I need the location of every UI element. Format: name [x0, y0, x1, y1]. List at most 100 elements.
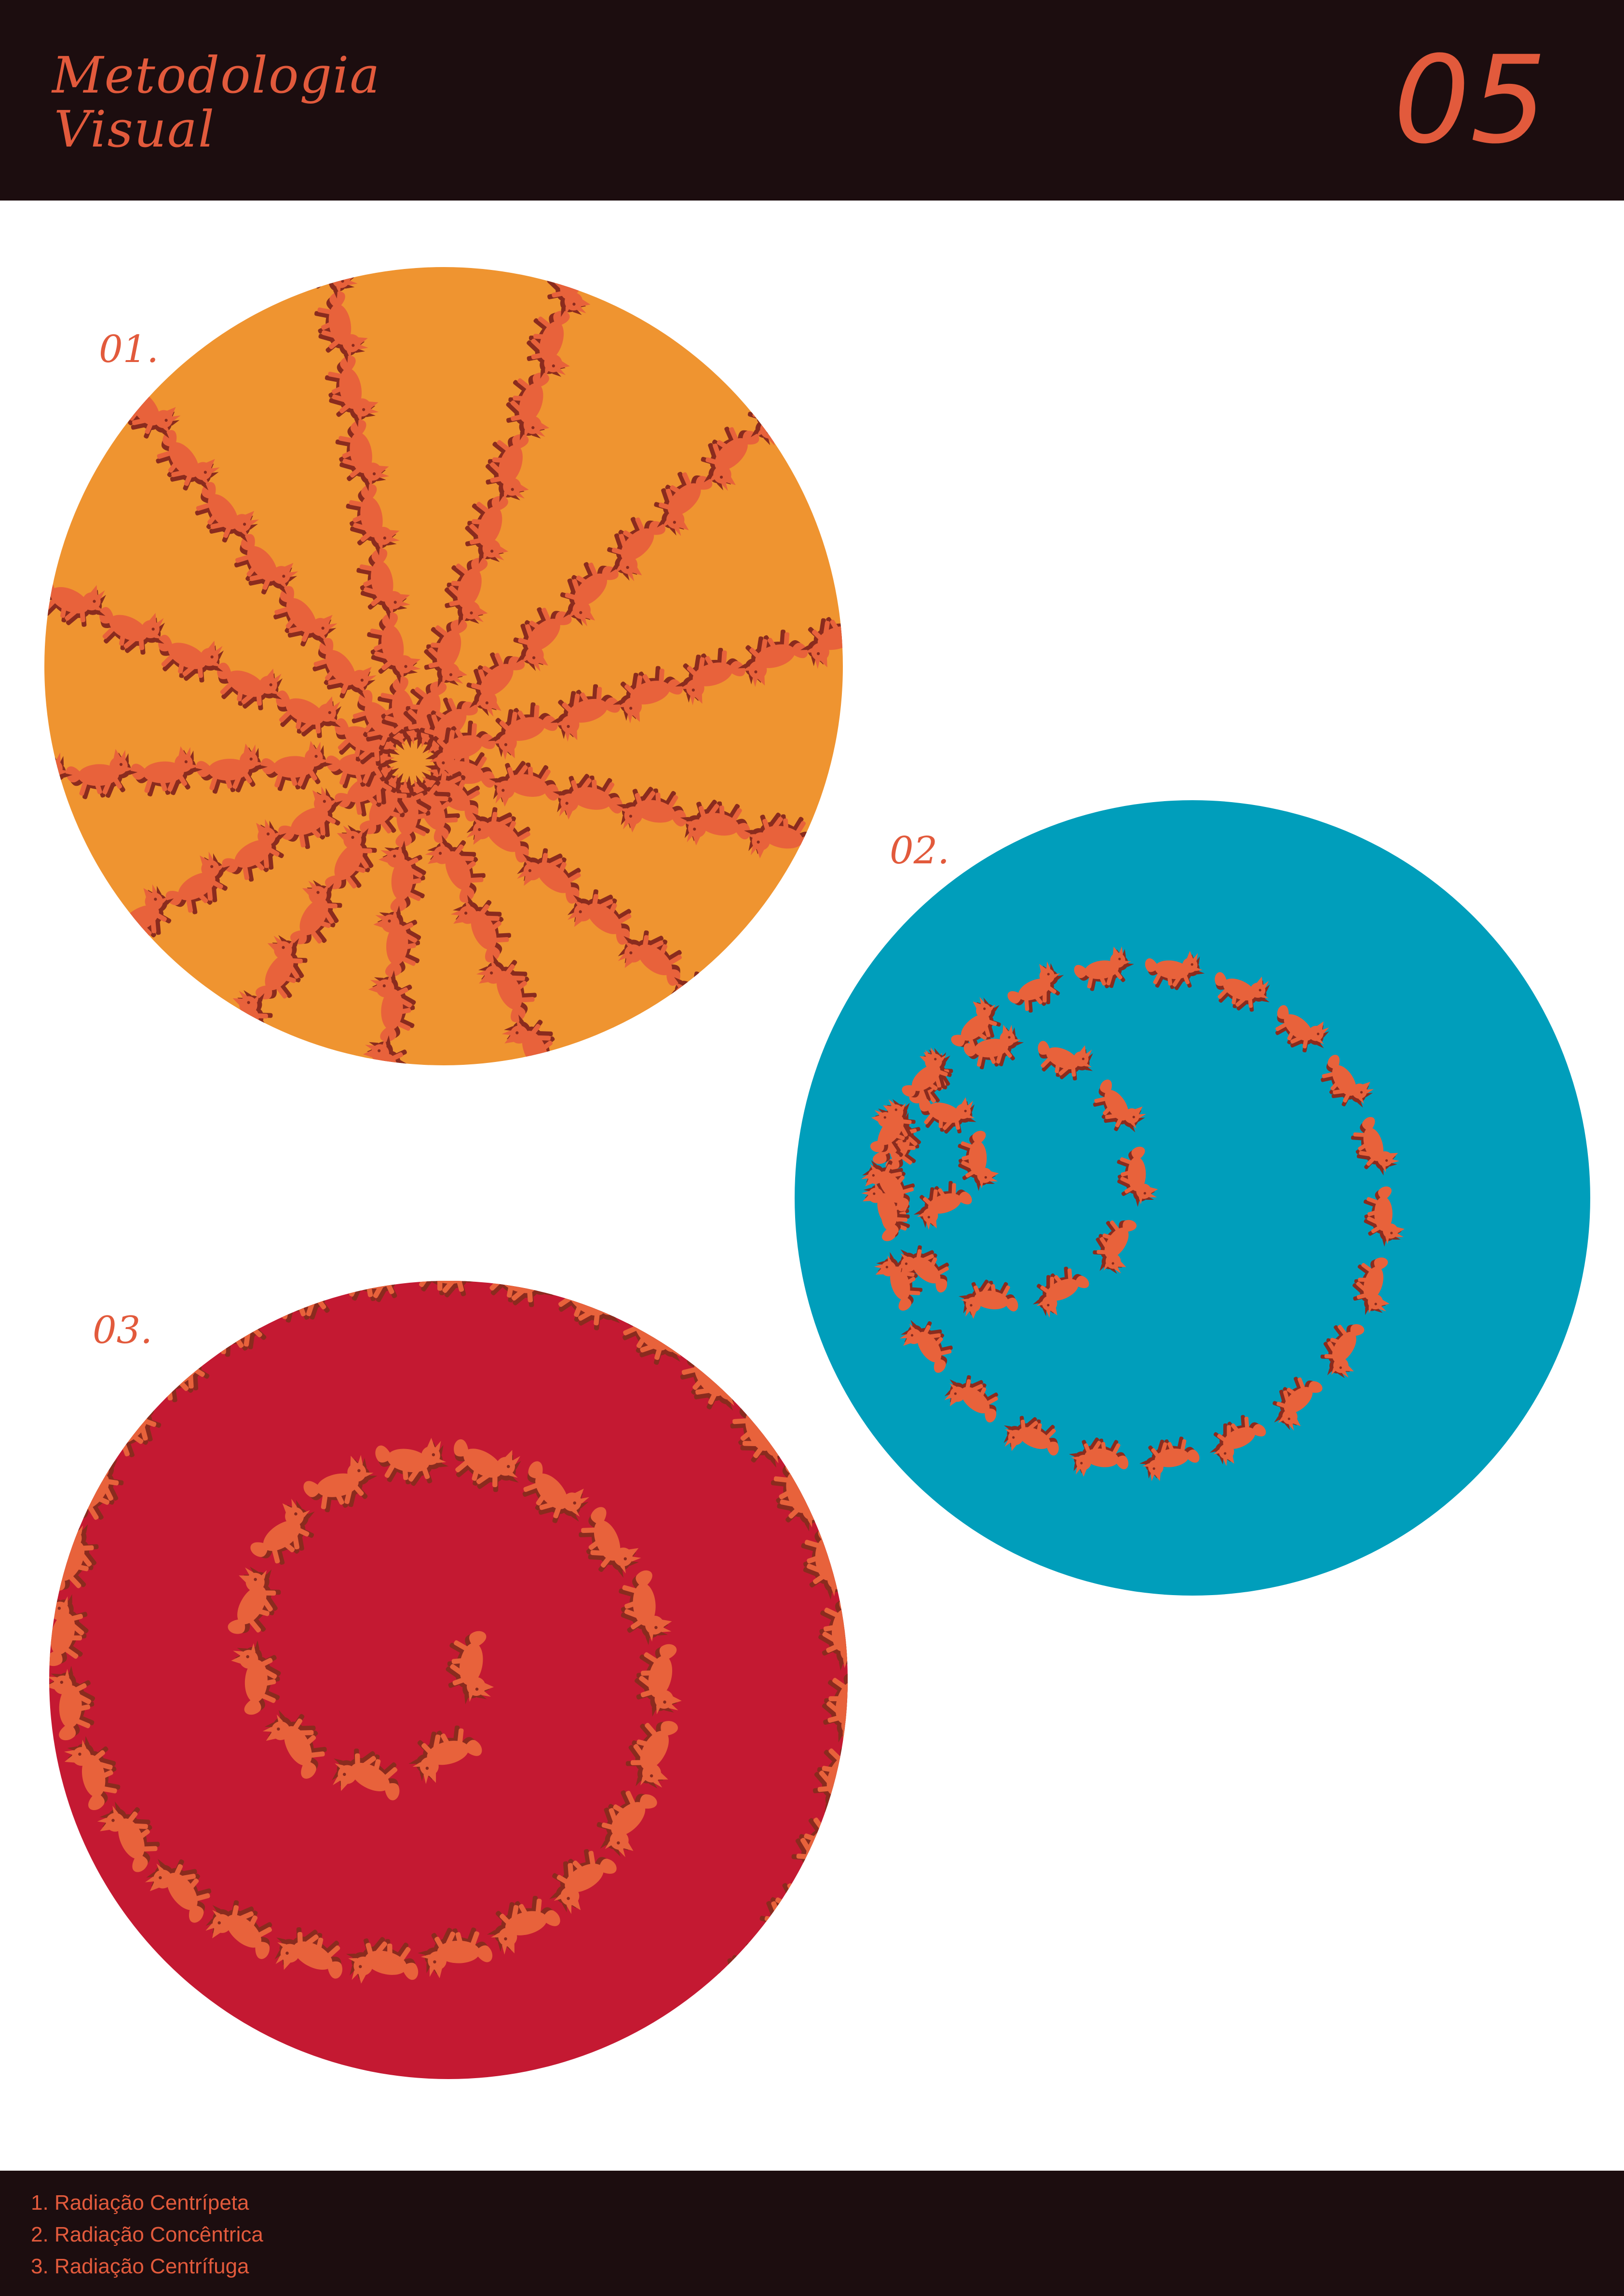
fox-icon [346, 484, 400, 556]
fox-icon [701, 427, 759, 491]
fox-icon [256, 935, 308, 1000]
fox-icon [465, 496, 509, 564]
fox-icon [616, 787, 687, 833]
fox-icon [131, 746, 203, 797]
fox-icon [874, 1252, 923, 1311]
fox-icon [1074, 946, 1134, 991]
fox-icon [487, 1895, 560, 1955]
caption-item-1: 1. Radiação Centrípeta [31, 2191, 249, 2215]
fox-icon [278, 786, 343, 849]
fox-icon [1069, 1437, 1129, 1477]
fox-icon [596, 1790, 657, 1857]
fox-icon [346, 1937, 419, 1984]
fox-icon [418, 1927, 493, 1978]
fox-icon [612, 666, 683, 724]
fox-icon [550, 684, 621, 742]
fox-icon [325, 356, 379, 427]
fox-icon [97, 1801, 160, 1872]
fox-icon [535, 2075, 619, 2079]
fox-icon [680, 799, 750, 846]
fox-icon [44, 267, 62, 282]
fox-icon [958, 1130, 999, 1191]
fox-icon [49, 1991, 68, 2047]
fox-icon [126, 2067, 176, 2079]
fox-icon [553, 774, 623, 820]
caption-item-2: 2. Radiação Concêntrica [31, 2223, 263, 2246]
fox-icon [196, 743, 268, 794]
fox-icon [919, 1097, 976, 1134]
fox-icon [1321, 1055, 1374, 1108]
fox-icon [454, 1439, 521, 1492]
fox-icon [560, 562, 619, 627]
fox-icon [527, 310, 570, 379]
fox-icon [262, 1710, 327, 1779]
fox-icon [450, 895, 511, 963]
fox-icon [800, 611, 843, 669]
fox-icon [228, 1567, 281, 1634]
fox-icon [517, 848, 581, 904]
figure-centripetal-circle [44, 267, 843, 1065]
fox-icon [808, 825, 843, 872]
fox-icon [66, 749, 138, 799]
fox-icon [1209, 1415, 1266, 1466]
fox-icon [841, 321, 843, 329]
fox-icon [1117, 1146, 1158, 1207]
fox-icon [522, 1461, 590, 1523]
fox-icon [53, 917, 118, 980]
fox-icon [425, 835, 486, 903]
fox-icon [549, 1849, 617, 1914]
fox-icon [145, 1859, 212, 1923]
fox-icon [44, 949, 61, 1000]
page-header: Metodologia Visual 05 [0, 0, 1624, 201]
fox-icon [738, 630, 808, 687]
fox-icon [899, 1320, 953, 1373]
fox-icon [1145, 951, 1205, 990]
page-footer: 1. Radiação Centrípeta 2. Radiação Concê… [0, 2171, 1624, 2296]
figure-label-01: 01. [99, 328, 159, 371]
fox-icon [675, 647, 745, 706]
fox-icon [795, 336, 843, 401]
fox-icon [273, 586, 338, 647]
fox-icon [861, 1160, 915, 1211]
page-number: 05 [1393, 30, 1547, 170]
figure-centrifugal-circle [49, 1281, 848, 2079]
fox-icon [870, 1099, 916, 1153]
fox-icon [1351, 1117, 1400, 1176]
fox-icon [1038, 1041, 1093, 1081]
fox-icon [744, 812, 814, 859]
fox-icon [1032, 1266, 1089, 1318]
fox-icon [579, 1507, 641, 1578]
fox-icon [373, 905, 421, 977]
brand-line-1: Metodologia [52, 46, 381, 105]
fox-icon [165, 851, 230, 914]
fox-icon [625, 1721, 678, 1789]
fox-icon [274, 1927, 342, 1979]
fox-icon [902, 1047, 952, 1101]
fox-icon [99, 607, 165, 655]
figure-label-03: 03. [93, 1309, 153, 1352]
fox-icon [234, 534, 298, 595]
fox-icon [913, 1181, 972, 1230]
fox-icon [619, 1570, 672, 1645]
fox-icon [959, 1279, 1018, 1319]
fox-icon [513, 607, 572, 672]
fox-icon [205, 1900, 272, 1959]
caption-list: 1. Radiação Centrípeta 2. Radiação Concê… [31, 2187, 263, 2283]
fox-icon [476, 954, 537, 1022]
fox-icon [618, 930, 682, 986]
brand-line-2: Visual [54, 100, 216, 159]
fox-icon [408, 1725, 482, 1784]
fox-icon [195, 482, 259, 543]
fox-icon [379, 840, 426, 912]
fox-icon [261, 740, 333, 791]
fox-icon [195, 1045, 230, 1065]
fox-icon [368, 970, 416, 1042]
fox-icon [567, 889, 632, 945]
fox-icon [332, 1748, 400, 1800]
fox-icon [250, 1498, 315, 1565]
fox-icon [222, 819, 286, 882]
brand-title: Metodologia Visual [52, 48, 380, 156]
fox-icon [231, 1640, 281, 1715]
caption-item-3: 3. Radiação Centrífuga [31, 2255, 249, 2278]
fox-icon [1363, 1186, 1405, 1247]
